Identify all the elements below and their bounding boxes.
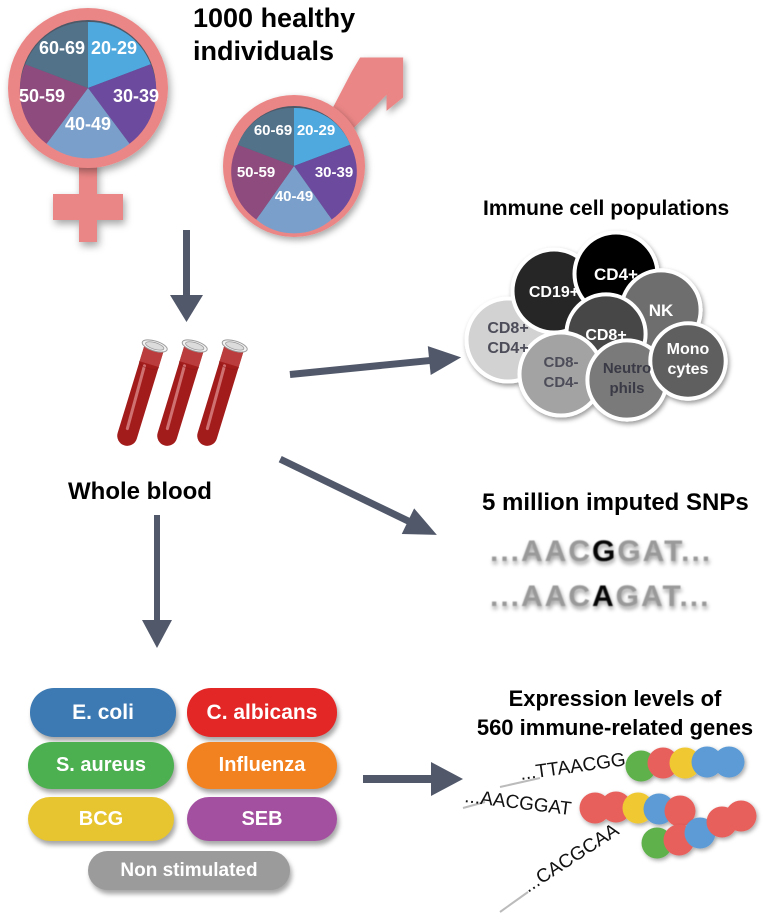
svg-text:CD4-: CD4- xyxy=(543,374,578,391)
svg-text:...AACGGAT: ...AACGGAT xyxy=(463,786,572,820)
svg-text:...TTAACGG: ...TTAACGG xyxy=(519,749,627,785)
svg-text:60-69: 60-69 xyxy=(254,122,292,139)
svg-text:50-59: 50-59 xyxy=(237,164,275,181)
svg-text:30-39: 30-39 xyxy=(113,86,159,106)
svg-text:CD8-: CD8- xyxy=(543,354,578,371)
svg-text:cytes: cytes xyxy=(668,361,709,378)
svg-text:CD8+: CD8+ xyxy=(487,320,528,337)
svg-text:NK: NK xyxy=(649,301,674,320)
svg-text:30-39: 30-39 xyxy=(315,164,353,181)
svg-text:60-69: 60-69 xyxy=(39,38,85,58)
svg-text:Neutro: Neutro xyxy=(603,360,651,377)
svg-text:CD8+: CD8+ xyxy=(585,327,626,344)
svg-text:40-49: 40-49 xyxy=(275,188,313,205)
svg-text:20-29: 20-29 xyxy=(297,122,335,139)
svg-text:...CACGCAA: ...CACGCAA xyxy=(519,820,623,898)
svg-text:Mono: Mono xyxy=(667,341,710,358)
svg-text:20-29: 20-29 xyxy=(91,38,137,58)
svg-text:phils: phils xyxy=(609,380,644,397)
svg-text:CD4+: CD4+ xyxy=(594,265,638,284)
svg-text:50-59: 50-59 xyxy=(19,86,65,106)
svg-text:CD19+: CD19+ xyxy=(529,284,579,301)
svg-text:40-49: 40-49 xyxy=(65,114,111,134)
svg-text:CD4+: CD4+ xyxy=(487,340,528,357)
